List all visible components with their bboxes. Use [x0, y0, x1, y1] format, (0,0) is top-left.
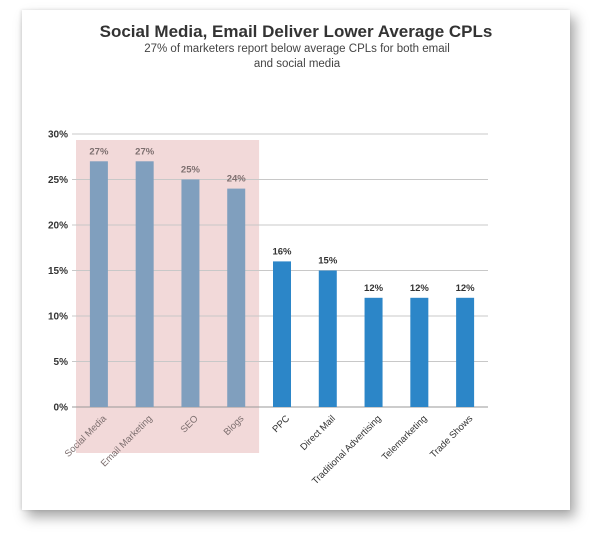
bar: [181, 179, 200, 407]
category-label: Trade Shows: [428, 413, 475, 460]
bar: [273, 261, 291, 407]
category-label: PPC: [271, 413, 293, 435]
data-label: 24%: [227, 174, 247, 185]
data-label: 27%: [135, 146, 155, 157]
bar: [456, 297, 475, 407]
data-label: 12%: [410, 283, 430, 294]
y-tick-label: 5%: [54, 357, 69, 368]
bar-chart: 0%5%10%15%20%25%30%27%Social Media27%Ema…: [48, 130, 488, 487]
bar: [135, 161, 154, 407]
chart-title: Social Media, Email Deliver Lower Averag…: [99, 22, 493, 41]
bar: [227, 188, 246, 407]
data-label: 12%: [364, 283, 384, 294]
data-label: 16%: [272, 246, 292, 257]
y-tick-label: 25%: [48, 175, 68, 186]
y-tick-label: 20%: [48, 221, 68, 232]
chart-subtitle: 27% of marketers report below average CP…: [144, 43, 450, 70]
y-tick-label: 15%: [48, 266, 68, 277]
data-label: 12%: [456, 283, 476, 294]
bar: [410, 297, 429, 407]
y-tick-label: 30%: [48, 130, 68, 141]
data-label: 15%: [318, 256, 338, 267]
category-label: Direct Mail: [298, 413, 338, 453]
data-label: 27%: [89, 146, 109, 157]
bar: [89, 161, 108, 407]
chart-card: Social Media, Email Deliver Lower Averag…: [22, 10, 570, 510]
category-label: Telemarketing: [380, 413, 430, 463]
bars: [89, 161, 475, 407]
y-tick-label: 0%: [54, 403, 69, 414]
y-tick-label: 10%: [48, 312, 68, 323]
bar: [364, 297, 383, 407]
bar: [318, 270, 337, 407]
data-label: 25%: [181, 165, 201, 176]
